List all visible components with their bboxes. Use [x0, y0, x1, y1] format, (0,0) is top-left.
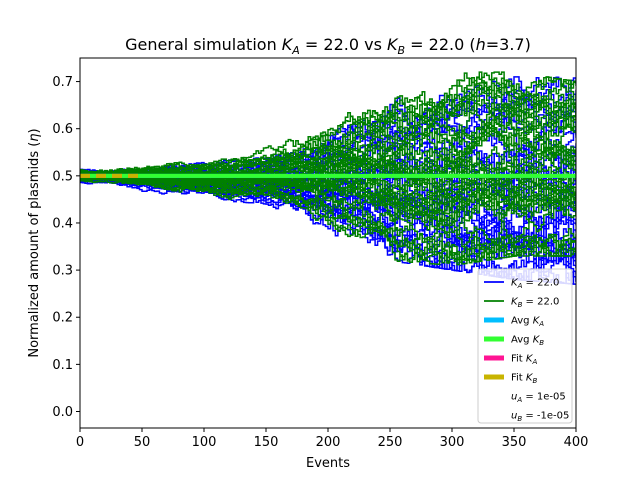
y-tick-label: 0.2 [52, 311, 73, 326]
series-k-b-run-line [80, 76, 576, 176]
legend-label: Avg KB [511, 335, 544, 348]
x-tick-label: 50 [134, 435, 151, 450]
plot-area [80, 71, 576, 285]
legend-box [477, 268, 573, 424]
x-axis-ticks: 0 50 100 150 200 250 300 350 400 [76, 428, 589, 450]
x-tick-label: 150 [254, 435, 279, 450]
legend-entry-u-b: uB = -1e-05 [511, 411, 569, 424]
series-k-b-run-line [80, 95, 576, 178]
y-tick-label: 0.7 [52, 75, 73, 90]
legend-entry-avg-a: Avg KA [484, 316, 544, 329]
legend-label: Fit KA [511, 354, 537, 367]
legend-entry-fit-a: Fit KA [484, 354, 537, 367]
series-k-b-run-line [80, 175, 576, 257]
x-tick-label: 400 [564, 435, 589, 450]
x-tick-label: 250 [378, 435, 403, 450]
series-k-b-run-line [80, 173, 576, 265]
x-axis-label: Events [306, 456, 350, 471]
x-tick-label: 200 [316, 435, 341, 450]
legend-label: KB = 22.0 [511, 297, 559, 310]
legend-label: Fit KB [511, 373, 537, 386]
y-tick-label: 0.1 [52, 358, 73, 373]
legend-label: uA = 1e-05 [511, 392, 566, 405]
chart-title: General simulation KA = 22.0 vs KB = 22.… [125, 35, 531, 57]
x-tick-label: 100 [192, 435, 217, 450]
series-k-b-run-line [80, 158, 576, 259]
x-tick-label: 0 [76, 435, 84, 450]
y-axis-ticks: 0.0 0.1 0.2 0.3 0.4 0.5 0.6 0.7 [52, 75, 80, 420]
legend-entry-fit-b: Fit KB [484, 373, 537, 386]
legend-entry-u-a: uA = 1e-05 [511, 392, 566, 405]
legend-entry-k-a: KA = 22.0 [484, 278, 559, 291]
legend-entry-avg-b: Avg KB [484, 335, 544, 348]
y-tick-label: 0.5 [52, 169, 73, 184]
series-k-b-run-line [80, 144, 576, 238]
y-tick-label: 0.4 [52, 216, 73, 231]
y-axis-label: Normalized amount of plasmids (η) [27, 128, 42, 357]
y-tick-label: 0.3 [52, 264, 73, 279]
x-tick-label: 300 [440, 435, 465, 450]
legend-label: KA = 22.0 [511, 278, 559, 291]
legend-entry-k-b: KB = 22.0 [484, 297, 559, 310]
y-tick-label: 0.0 [52, 405, 73, 420]
legend: KA = 22.0 KB = 22.0 Avg KA Avg KB Fit KA Fit … [477, 268, 573, 424]
x-tick-label: 350 [502, 435, 527, 450]
y-tick-label: 0.6 [52, 122, 73, 137]
legend-label: uB = -1e-05 [511, 411, 569, 424]
legend-label: Avg KA [511, 316, 544, 329]
